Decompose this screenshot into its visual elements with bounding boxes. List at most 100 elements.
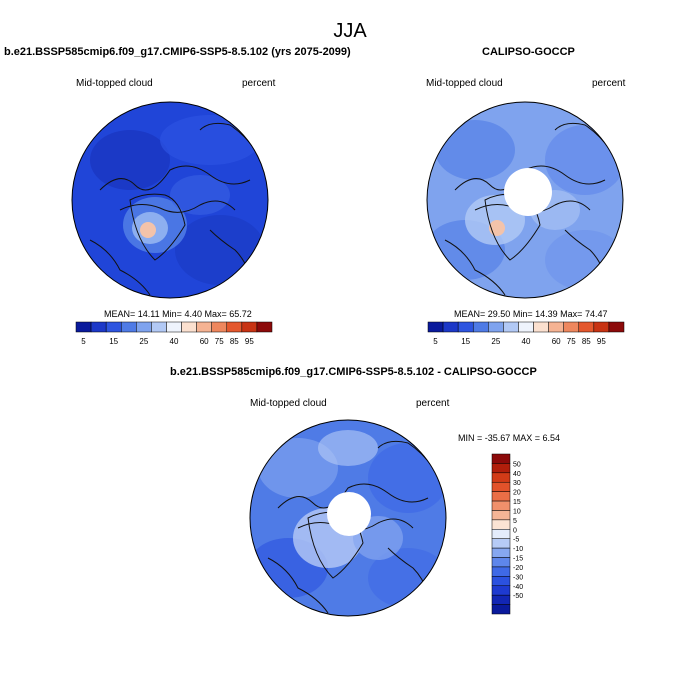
diff-colorbar-swatch [491, 510, 511, 521]
obs-colorbar-swatch [442, 321, 459, 333]
obs-mean-label: MEAN= [454, 309, 486, 319]
diff-polar-map [249, 419, 447, 617]
model-colorbar-swatch [75, 321, 92, 333]
obs-colorbar-tick-label: 75 [567, 337, 576, 346]
obs-colorbar-tick-label: 60 [552, 337, 561, 346]
model-colorbar-swatch [120, 321, 137, 333]
obs-max-label: Max= [560, 309, 583, 319]
model-colorbar: 5 15 25 40 60 75 85 95 [75, 321, 273, 346]
obs-colorbar-swatch [608, 321, 625, 333]
obs-polar-map [426, 101, 624, 299]
season-title: JJA [333, 20, 367, 42]
diff-colorbar-swatch [491, 594, 511, 605]
obs-max-value: 74.47 [584, 309, 608, 319]
diff-colorbar-tick-label: 30 [513, 480, 521, 487]
diff-colorbar-swatch [491, 557, 511, 568]
diff-units-label: percent [416, 398, 450, 409]
obs-colorbar-swatch [548, 321, 564, 333]
obs-colorbar-tick-label: 25 [491, 337, 500, 346]
diff-colorbar-tick-label: -5 [513, 537, 519, 544]
diff-variable-label: Mid-topped cloud [250, 398, 327, 409]
diff-colorbar-tick-label: 20 [513, 490, 521, 497]
model-variable-label: Mid-topped cloud [76, 78, 153, 89]
diff-colorbar-swatch [491, 463, 511, 474]
model-min-value: 4.40 [184, 309, 202, 319]
model-colorbar-swatch [105, 321, 122, 333]
model-colorbar-swatch [151, 321, 167, 333]
model-colorbar-tick-label: 5 [81, 337, 86, 346]
model-max-value: 65.72 [229, 309, 252, 319]
model-mean-label: MEAN= [104, 309, 136, 319]
model-stats: MEAN= 14.11 Min= 4.40 Max= 65.72 [104, 309, 252, 319]
diff-colorbar-tick-label: -40 [513, 584, 523, 591]
model-max-label: Max= [204, 309, 227, 319]
obs-min-value: 14.39 [535, 309, 558, 319]
diff-panel-title: b.e21.BSSP585cmip6.f09_g17.CMIP6-SSP5-8.… [170, 366, 537, 378]
obs-colorbar-tick-label: 40 [522, 337, 531, 346]
model-colorbar-tick-label: 95 [245, 337, 254, 346]
diff-colorbar-tick-label: 50 [513, 461, 521, 468]
model-colorbar-swatch [196, 321, 212, 333]
obs-units-label: percent [592, 78, 626, 89]
diff-colorbar-swatch [491, 453, 511, 464]
obs-min-label: Min= [512, 309, 533, 319]
obs-variable-label: Mid-topped cloud [426, 78, 503, 89]
model-colorbar-swatch [181, 321, 197, 333]
model-colorbar-swatch [136, 321, 152, 333]
diff-colorbar-tick-label: -30 [513, 574, 523, 581]
model-colorbar-swatch [256, 321, 273, 333]
model-colorbar-tick-label: 75 [215, 337, 224, 346]
diff-colorbar-swatch [491, 604, 511, 615]
obs-mean-value: 29.50 [487, 309, 511, 319]
model-colorbar-tick-label: 25 [139, 337, 148, 346]
obs-colorbar: 5 15 25 40 60 75 85 95 [427, 321, 625, 346]
diff-colorbar-tick-label: 40 [513, 471, 521, 478]
obs-colorbar-swatch [518, 321, 534, 333]
obs-colorbar-tick-label: 85 [582, 337, 591, 346]
diff-colorbar-swatch [491, 500, 511, 511]
diff-colorbar-swatch [491, 585, 511, 596]
diff-colorbar-swatch [491, 529, 511, 539]
obs-stats: MEAN= 29.50 Min= 14.39 Max= 74.47 [454, 309, 607, 319]
model-colorbar-swatch [90, 321, 107, 333]
obs-panel-title: CALIPSO-GOCCP [482, 46, 575, 58]
model-polar-map [71, 101, 269, 299]
model-colorbar-swatch [166, 321, 182, 333]
model-min-label: Min= [162, 309, 182, 319]
diff-colorbar-tick-label: -50 [513, 593, 523, 600]
model-units-label: percent [242, 78, 276, 89]
diff-colorbar-tick-label: 5 [513, 518, 517, 525]
diff-colorbar-tick-label: -20 [513, 565, 523, 572]
diff-colorbar-swatch [491, 472, 511, 483]
obs-colorbar-swatch [593, 321, 610, 333]
model-mean-value: 14.11 [137, 309, 160, 319]
obs-colorbar-tick-label: 95 [597, 337, 606, 346]
model-colorbar-tick-label: 15 [109, 337, 118, 346]
model-colorbar-swatch [241, 321, 258, 333]
diff-colorbar-tick-label: -10 [513, 546, 523, 553]
diff-colorbar-swatch [491, 491, 511, 502]
model-colorbar-tick-label: 40 [170, 337, 179, 346]
diff-colorbar-tick-label: 10 [513, 508, 521, 515]
obs-colorbar-swatch [427, 321, 444, 333]
model-colorbar-swatch [211, 321, 228, 333]
obs-colorbar-swatch [563, 321, 580, 333]
diff-colorbar-tick-label: 0 [513, 527, 517, 534]
obs-colorbar-swatch [488, 321, 504, 333]
obs-colorbar-swatch [533, 321, 549, 333]
diff-colorbar-tick-label: -15 [513, 556, 523, 563]
diff-colorbar-swatch [491, 547, 511, 558]
diff-colorbar-tick-label: 15 [513, 499, 521, 506]
diff-colorbar-swatch [491, 576, 511, 587]
diff-colorbar-swatch [491, 519, 511, 530]
model-colorbar-tick-label: 85 [230, 337, 239, 346]
obs-colorbar-tick-label: 5 [433, 337, 438, 346]
model-colorbar-swatch [226, 321, 243, 333]
diff-colorbar-swatch [491, 481, 511, 492]
obs-colorbar-swatch [578, 321, 595, 333]
diff-colorbar-swatch [491, 538, 511, 549]
model-colorbar-tick-label: 60 [200, 337, 209, 346]
obs-colorbar-swatch [457, 321, 474, 333]
diff-minmax: MIN = -35.67 MAX = 6.54 [458, 433, 561, 443]
